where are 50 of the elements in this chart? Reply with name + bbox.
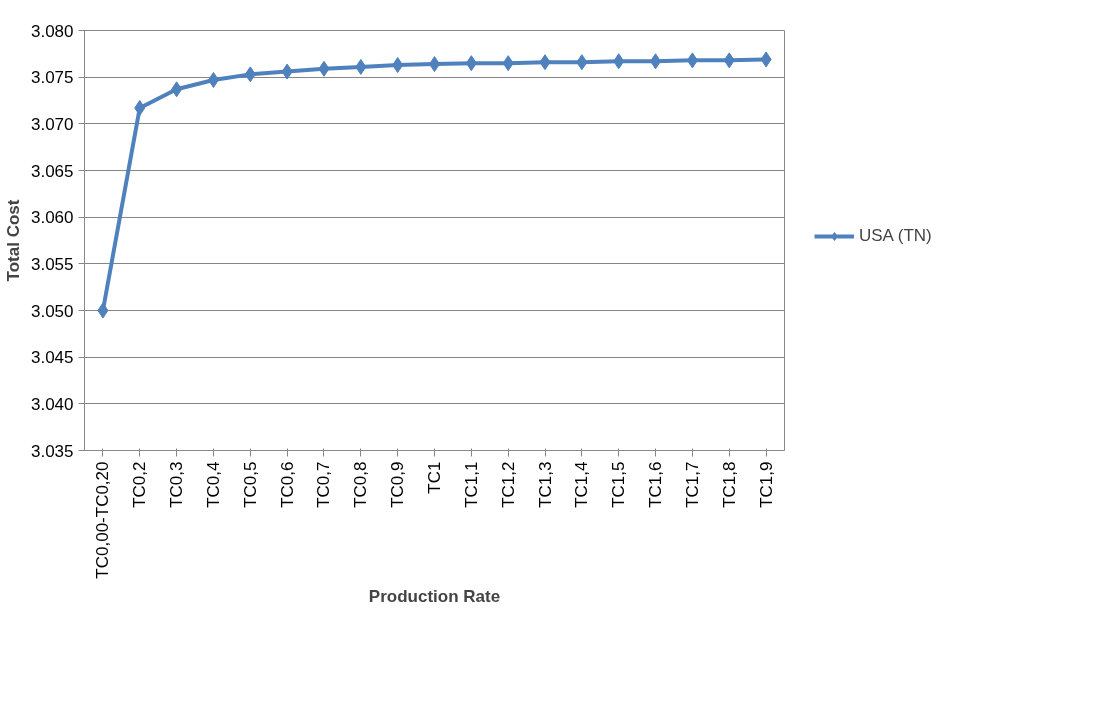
x-tick-label: TC1,5	[609, 461, 629, 508]
x-tick-label: TC0,5	[240, 461, 260, 508]
y-axis-title: Total Cost	[3, 199, 23, 282]
point	[318, 60, 330, 77]
y-tick-label: 3.035	[30, 441, 74, 461]
point	[760, 51, 772, 68]
y-tick-label: 3.040	[30, 394, 74, 414]
x-tick-label: TC1,1	[461, 461, 481, 508]
point	[539, 54, 551, 71]
x-tick-label: TC0,8	[351, 461, 371, 508]
point	[576, 54, 588, 71]
legend-label: USA (TN)	[859, 226, 932, 246]
point	[392, 57, 404, 74]
x-tick-label: TC1,3	[535, 461, 555, 508]
x-tick-label: TC0,9	[388, 461, 408, 508]
point	[134, 99, 146, 116]
x-tick-label: TC0,2	[130, 461, 150, 508]
point	[207, 71, 219, 88]
x-tick-label: TC0,3	[167, 461, 187, 508]
point	[281, 63, 293, 80]
point	[613, 53, 625, 70]
point	[171, 81, 183, 98]
point	[650, 53, 662, 70]
x-tick-label: TC0,4	[203, 461, 223, 508]
point	[355, 58, 367, 75]
y-tick-label: 3.065	[30, 161, 74, 181]
y-tick-label: 3.060	[30, 208, 74, 228]
point	[244, 66, 256, 83]
point	[465, 55, 477, 72]
y-tick-label: 3.055	[30, 254, 74, 274]
x-axis-title: Production Rate	[368, 586, 501, 606]
x-tick-label: TC0,6	[277, 461, 297, 508]
x-tick-label: TC0,00-TC0,20	[93, 461, 113, 579]
x-tick-label: TC1,4	[572, 461, 592, 508]
x-tick-label: TC1,8	[719, 461, 739, 508]
point	[502, 55, 514, 72]
x-tick-label: TC1	[425, 461, 444, 494]
x-tick-label: TC1,9	[756, 461, 776, 508]
point	[723, 52, 735, 69]
x-tick-label: TC1,6	[646, 461, 666, 508]
y-tick-label: 3.070	[30, 114, 74, 134]
y-tick-label: 3.045	[30, 348, 74, 368]
x-tick-label: TC1,7	[682, 461, 702, 508]
y-tick-label: 3.075	[30, 68, 74, 88]
point	[97, 302, 109, 319]
y-tick-label: 3.080	[30, 21, 74, 41]
x-tick-label: TC1,2	[498, 461, 518, 508]
y-tick-label: 3.050	[30, 301, 74, 321]
point	[686, 52, 698, 69]
x-tick-label: TC0,7	[314, 461, 334, 508]
